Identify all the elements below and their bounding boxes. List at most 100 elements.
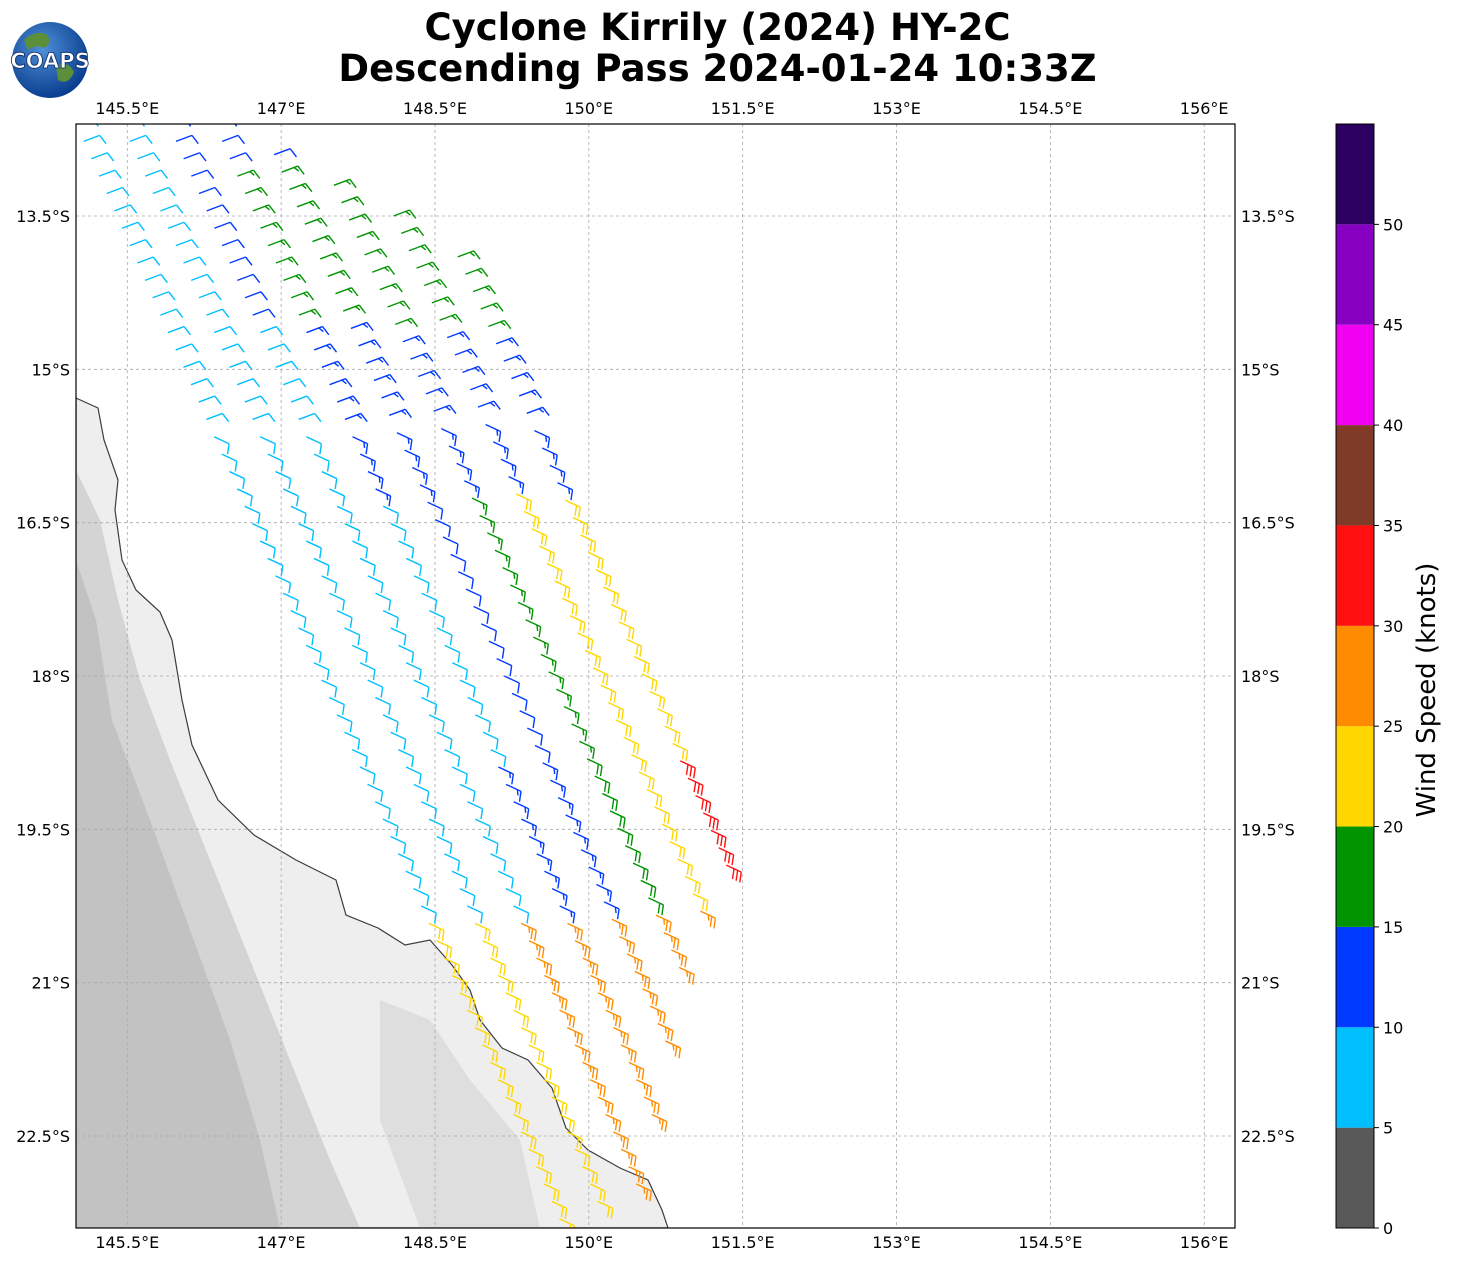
wind-barb <box>282 488 299 507</box>
wind-barb <box>367 470 384 489</box>
wind-barb-shaft <box>474 818 491 827</box>
wind-barb-flag <box>291 256 299 266</box>
wind-barb-flag <box>365 443 369 455</box>
wind-barb <box>551 887 568 907</box>
wind-barb <box>394 317 419 328</box>
wind-barb-flag <box>303 617 307 629</box>
wind-barb-flag <box>386 494 389 501</box>
wind-barb-flag <box>434 808 438 820</box>
wind-barb <box>643 1096 660 1115</box>
wind-barb-flag <box>436 280 442 286</box>
wind-barb-flag <box>557 982 560 993</box>
wind-barb-flag <box>343 269 351 280</box>
wind-barb-flag <box>513 466 517 477</box>
wind-barb <box>404 449 421 468</box>
wind-barb-flag <box>567 587 571 599</box>
wind-barb <box>467 905 484 924</box>
wind-barb-shaft <box>405 766 422 775</box>
wind-barb-flag <box>618 1121 622 1132</box>
wind-barb-shaft <box>439 313 456 321</box>
wind-barb-shaft <box>597 1200 614 1210</box>
wind-barb-flag <box>500 321 506 326</box>
wind-barb-shaft <box>229 470 245 480</box>
wind-barb-flag <box>378 476 381 483</box>
wind-barb-flag <box>541 947 545 959</box>
wind-barb <box>580 534 597 553</box>
wind-barb <box>214 221 238 232</box>
wind-barb-flag <box>525 499 529 510</box>
wind-barb-flag <box>370 459 373 466</box>
wind-barb <box>548 671 565 690</box>
wind-barb-flag <box>349 721 353 733</box>
wind-barb-flag <box>499 963 503 974</box>
wind-barb-flag <box>560 1206 564 1218</box>
wind-barb-shaft <box>559 1009 575 1018</box>
wind-barb-flag <box>686 970 689 977</box>
wind-barb-shaft <box>492 441 509 450</box>
wind-barb-flag <box>320 217 328 227</box>
wind-barb <box>388 408 413 419</box>
wind-barb <box>236 378 261 388</box>
wind-barb-flag <box>620 1135 623 1142</box>
wind-barb <box>259 436 276 455</box>
wind-barb-shaft <box>628 1061 645 1071</box>
wind-barb <box>527 727 544 746</box>
wind-barb <box>457 571 474 590</box>
wind-barb-flag <box>584 945 588 957</box>
wind-barb-shaft <box>359 766 376 775</box>
wind-barb-flag <box>472 791 476 802</box>
wind-barb-flag <box>441 721 445 733</box>
wind-barb-flag <box>518 791 522 802</box>
wind-barb-flag <box>666 713 670 725</box>
wind-barb-flag <box>576 928 580 940</box>
wind-barb-flag <box>482 503 485 510</box>
wind-barb-flag <box>318 652 322 663</box>
wind-barb-shaft <box>488 319 505 328</box>
wind-barb-flag <box>364 756 368 768</box>
wind-barb <box>183 152 207 162</box>
colorbar-tick-label: 45 <box>1383 316 1403 335</box>
wind-barb-flag <box>183 221 192 232</box>
wind-barb-flag <box>511 773 515 785</box>
wind-barb-shaft <box>229 152 247 160</box>
wind-barb <box>459 783 476 802</box>
wind-barb <box>413 783 430 802</box>
wind-barb-shaft <box>373 373 391 382</box>
colorbar-segment <box>1336 425 1374 526</box>
wind-barb-shaft <box>631 754 647 763</box>
wind-barb-flag <box>459 451 462 458</box>
wind-barb-flag <box>487 1034 491 1046</box>
wind-barb-flag <box>511 878 514 889</box>
wind-barb <box>213 436 230 455</box>
wind-barb-shaft <box>356 230 374 239</box>
wind-barb-flag <box>579 620 583 632</box>
wind-barb-shaft <box>596 883 612 893</box>
wind-barb-flag <box>590 639 594 651</box>
wind-barb-flag <box>658 696 662 708</box>
wind-barb-flag <box>471 578 474 590</box>
wind-barb-shaft <box>519 710 535 719</box>
wind-barb-shaft <box>702 812 719 821</box>
wind-barb-flag <box>526 1121 529 1132</box>
wind-barb <box>497 974 514 993</box>
wind-barb-flag <box>561 785 564 792</box>
wind-barb-flag <box>630 1154 634 1166</box>
wind-barb-shaft <box>198 395 215 403</box>
wind-barb <box>198 395 222 405</box>
wind-barb <box>420 905 437 924</box>
wind-barb-flag <box>509 772 512 779</box>
wind-barb-shaft <box>503 354 521 362</box>
wind-barb-shaft <box>465 588 482 597</box>
wind-barb-flag <box>272 223 278 228</box>
wind-barb-flag <box>509 665 513 677</box>
wind-barb-shaft <box>244 291 262 299</box>
wind-barb <box>358 339 382 349</box>
wind-barb-flag <box>537 1154 541 1166</box>
wind-barb <box>513 1009 530 1028</box>
wind-barb-shaft <box>457 250 474 258</box>
wind-barb-shaft <box>375 488 391 497</box>
wind-barb <box>365 356 390 366</box>
wind-barb-shaft <box>273 148 291 156</box>
wind-barb <box>229 360 253 371</box>
wind-barb-shaft <box>505 887 522 897</box>
